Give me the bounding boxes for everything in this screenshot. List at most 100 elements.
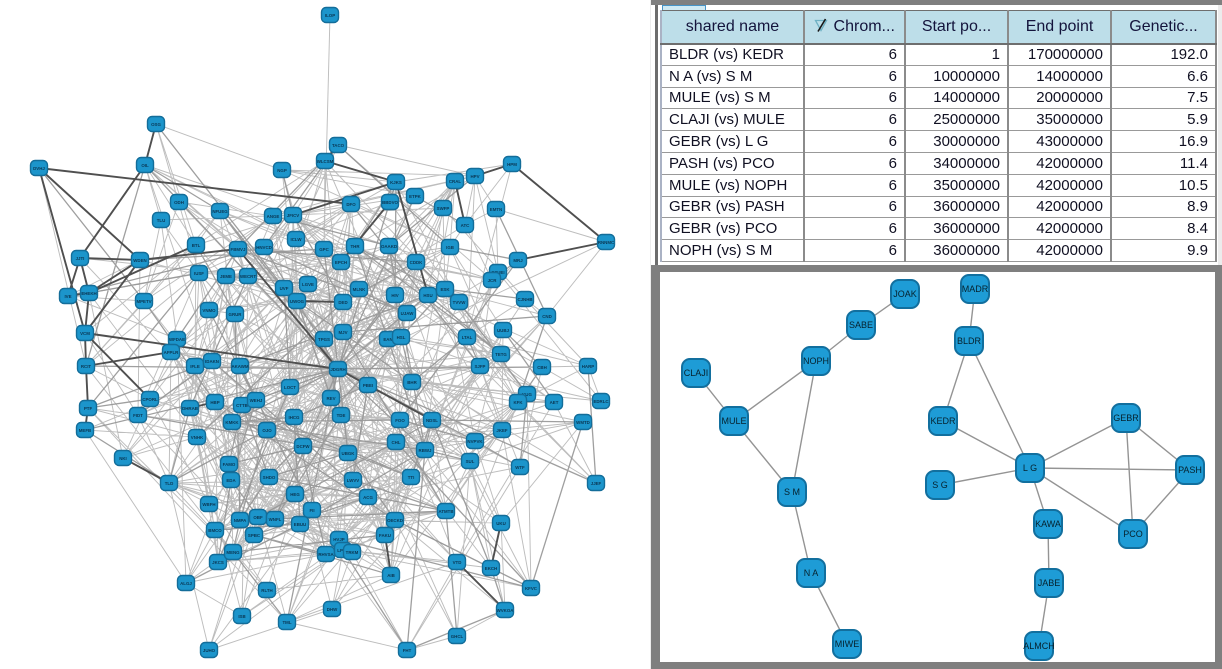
svg-text:ODH: ODH <box>174 200 184 205</box>
svg-text:WBFH: WBFH <box>202 502 215 507</box>
svg-text:JEME: JEME <box>220 274 232 279</box>
svg-text:WMTD: WMTD <box>576 420 590 425</box>
svg-text:S G: S G <box>932 480 948 490</box>
svg-text:JUHO: JUHO <box>203 648 216 653</box>
svg-text:TETG: TETG <box>495 352 507 357</box>
svg-text:REV: REV <box>326 396 335 401</box>
svg-text:CDDK: CDDK <box>410 260 424 265</box>
svg-text:WFDAE: WFDAE <box>169 337 185 342</box>
svg-text:TML: TML <box>282 620 291 625</box>
svg-text:MEFB: MEFB <box>79 428 91 433</box>
svg-text:RCIT: RCIT <box>81 364 92 369</box>
svg-text:TPGS: TPGS <box>318 337 330 342</box>
svg-text:DHW: DHW <box>327 607 338 612</box>
svg-text:DVHJ: DVHJ <box>33 166 45 171</box>
svg-text:NOPH: NOPH <box>803 356 829 366</box>
svg-text:UWOG: UWOG <box>290 299 305 304</box>
svg-text:SPBC: SPBC <box>248 533 261 538</box>
svg-text:GHCL: GHCL <box>451 634 464 639</box>
svg-text:WVKOA: WVKOA <box>497 608 515 613</box>
svg-text:LGVE: LGVE <box>302 282 314 287</box>
svg-text:OSG: OSG <box>151 122 161 127</box>
svg-text:TLD: TLD <box>165 481 174 486</box>
svg-text:SWFP: SWFP <box>437 206 450 211</box>
svg-text:ATC: ATC <box>461 223 471 228</box>
svg-text:UVF: UVF <box>280 286 289 291</box>
svg-text:WNFL: WNFL <box>269 517 282 522</box>
svg-text:PBEI: PBEI <box>363 383 373 388</box>
svg-text:EDRLC: EDRLC <box>593 399 609 404</box>
svg-text:EPCH: EPCH <box>335 260 347 265</box>
svg-text:MJV: MJV <box>338 330 347 335</box>
svg-text:S M: S M <box>784 487 800 497</box>
svg-text:IHCG: IHCG <box>289 415 301 420</box>
svg-text:AFPLR: AFPLR <box>164 350 179 355</box>
svg-text:HPV: HPV <box>470 174 479 179</box>
svg-text:ALGJ: ALGJ <box>180 581 192 586</box>
svg-text:KAWA: KAWA <box>1035 519 1061 529</box>
svg-text:ALMCH: ALMCH <box>1023 641 1055 651</box>
svg-text:JCR: JCR <box>488 278 498 283</box>
svg-text:MLNK: MLNK <box>353 287 367 292</box>
svg-text:OECKD: OECKD <box>387 518 403 523</box>
svg-text:JDGRH: JDGRH <box>330 367 345 372</box>
svg-text:FII: FII <box>309 508 314 513</box>
svg-text:OJO: OJO <box>262 428 272 433</box>
svg-text:TVVW: TVVW <box>453 300 467 305</box>
svg-text:EKCH: EKCH <box>485 566 497 571</box>
svg-text:EAN: EAN <box>383 337 392 342</box>
svg-text:DCFW: DCFW <box>296 444 310 449</box>
svg-text:DHRAB: DHRAB <box>182 406 198 411</box>
svg-text:KJKS: KJKS <box>390 180 402 185</box>
svg-text:EBUU: EBUU <box>294 522 306 527</box>
svg-text:VCM: VCM <box>80 331 90 336</box>
svg-text:RLTH: RLTH <box>261 588 272 593</box>
svg-text:MADR: MADR <box>962 284 989 294</box>
svg-text:WLCSM: WLCSM <box>317 159 334 164</box>
svg-text:FHT: FHT <box>403 648 412 653</box>
svg-text:FAMO: FAMO <box>223 462 236 467</box>
svg-text:RBWJ: RBWJ <box>419 448 432 453</box>
svg-text:WTF: WTF <box>515 465 525 470</box>
svg-text:LOCT: LOCT <box>284 385 296 390</box>
svg-text:MRJ: MRJ <box>513 258 523 263</box>
svg-text:ACG: ACG <box>363 495 373 500</box>
svg-text:FBMVJ: FBMVJ <box>231 247 246 252</box>
svg-text:ESK: ESK <box>440 287 450 292</box>
svg-text:CRAL: CRAL <box>449 179 462 184</box>
svg-text:KFK: KFK <box>513 400 523 405</box>
svg-text:FIDT: FIDT <box>133 413 143 418</box>
svg-text:TTI: TTI <box>408 475 415 480</box>
svg-text:SJFP: SJFP <box>475 364 486 369</box>
svg-text:HPM: HPM <box>507 162 517 167</box>
svg-text:JJTI: JJTI <box>76 256 85 261</box>
svg-text:UKU: UKU <box>496 521 506 526</box>
svg-text:JFICV: JFICV <box>287 213 300 218</box>
svg-text:PASH: PASH <box>1178 465 1202 475</box>
svg-text:NVPVK: NVPVK <box>467 439 483 444</box>
svg-text:CHL: CHL <box>391 440 400 445</box>
svg-text:HSU: HSU <box>423 293 432 298</box>
svg-text:FOO: FOO <box>395 418 405 423</box>
svg-text:LWVV: LWVV <box>347 478 360 483</box>
svg-text:BHR: BHR <box>407 380 417 385</box>
svg-text:JKCS: JKCS <box>212 560 224 565</box>
svg-text:ETPK: ETPK <box>409 194 422 199</box>
svg-text:BLDR: BLDR <box>957 336 982 346</box>
svg-text:OAAKD: OAAKD <box>381 244 397 249</box>
svg-text:KUG: KUG <box>522 392 532 397</box>
svg-text:HIV: HIV <box>391 293 398 298</box>
svg-text:TLU: TLU <box>157 218 166 223</box>
svg-text:MULE: MULE <box>721 416 746 426</box>
svg-text:NKI: NKI <box>119 456 127 461</box>
svg-text:NDSL: NDSL <box>426 418 438 423</box>
svg-text:GPC: GPC <box>319 247 329 252</box>
svg-text:AET: AET <box>550 400 559 405</box>
svg-text:UUBJ: UUBJ <box>497 328 510 333</box>
svg-text:DED: DED <box>338 300 347 305</box>
svg-text:JABE: JABE <box>1038 578 1061 588</box>
svg-text:KMKK: KMKK <box>225 420 239 425</box>
svg-text:FAKU: FAKU <box>379 533 391 538</box>
svg-text:KEDR: KEDR <box>930 416 956 426</box>
svg-text:CJNHB: CJNHB <box>517 297 532 302</box>
